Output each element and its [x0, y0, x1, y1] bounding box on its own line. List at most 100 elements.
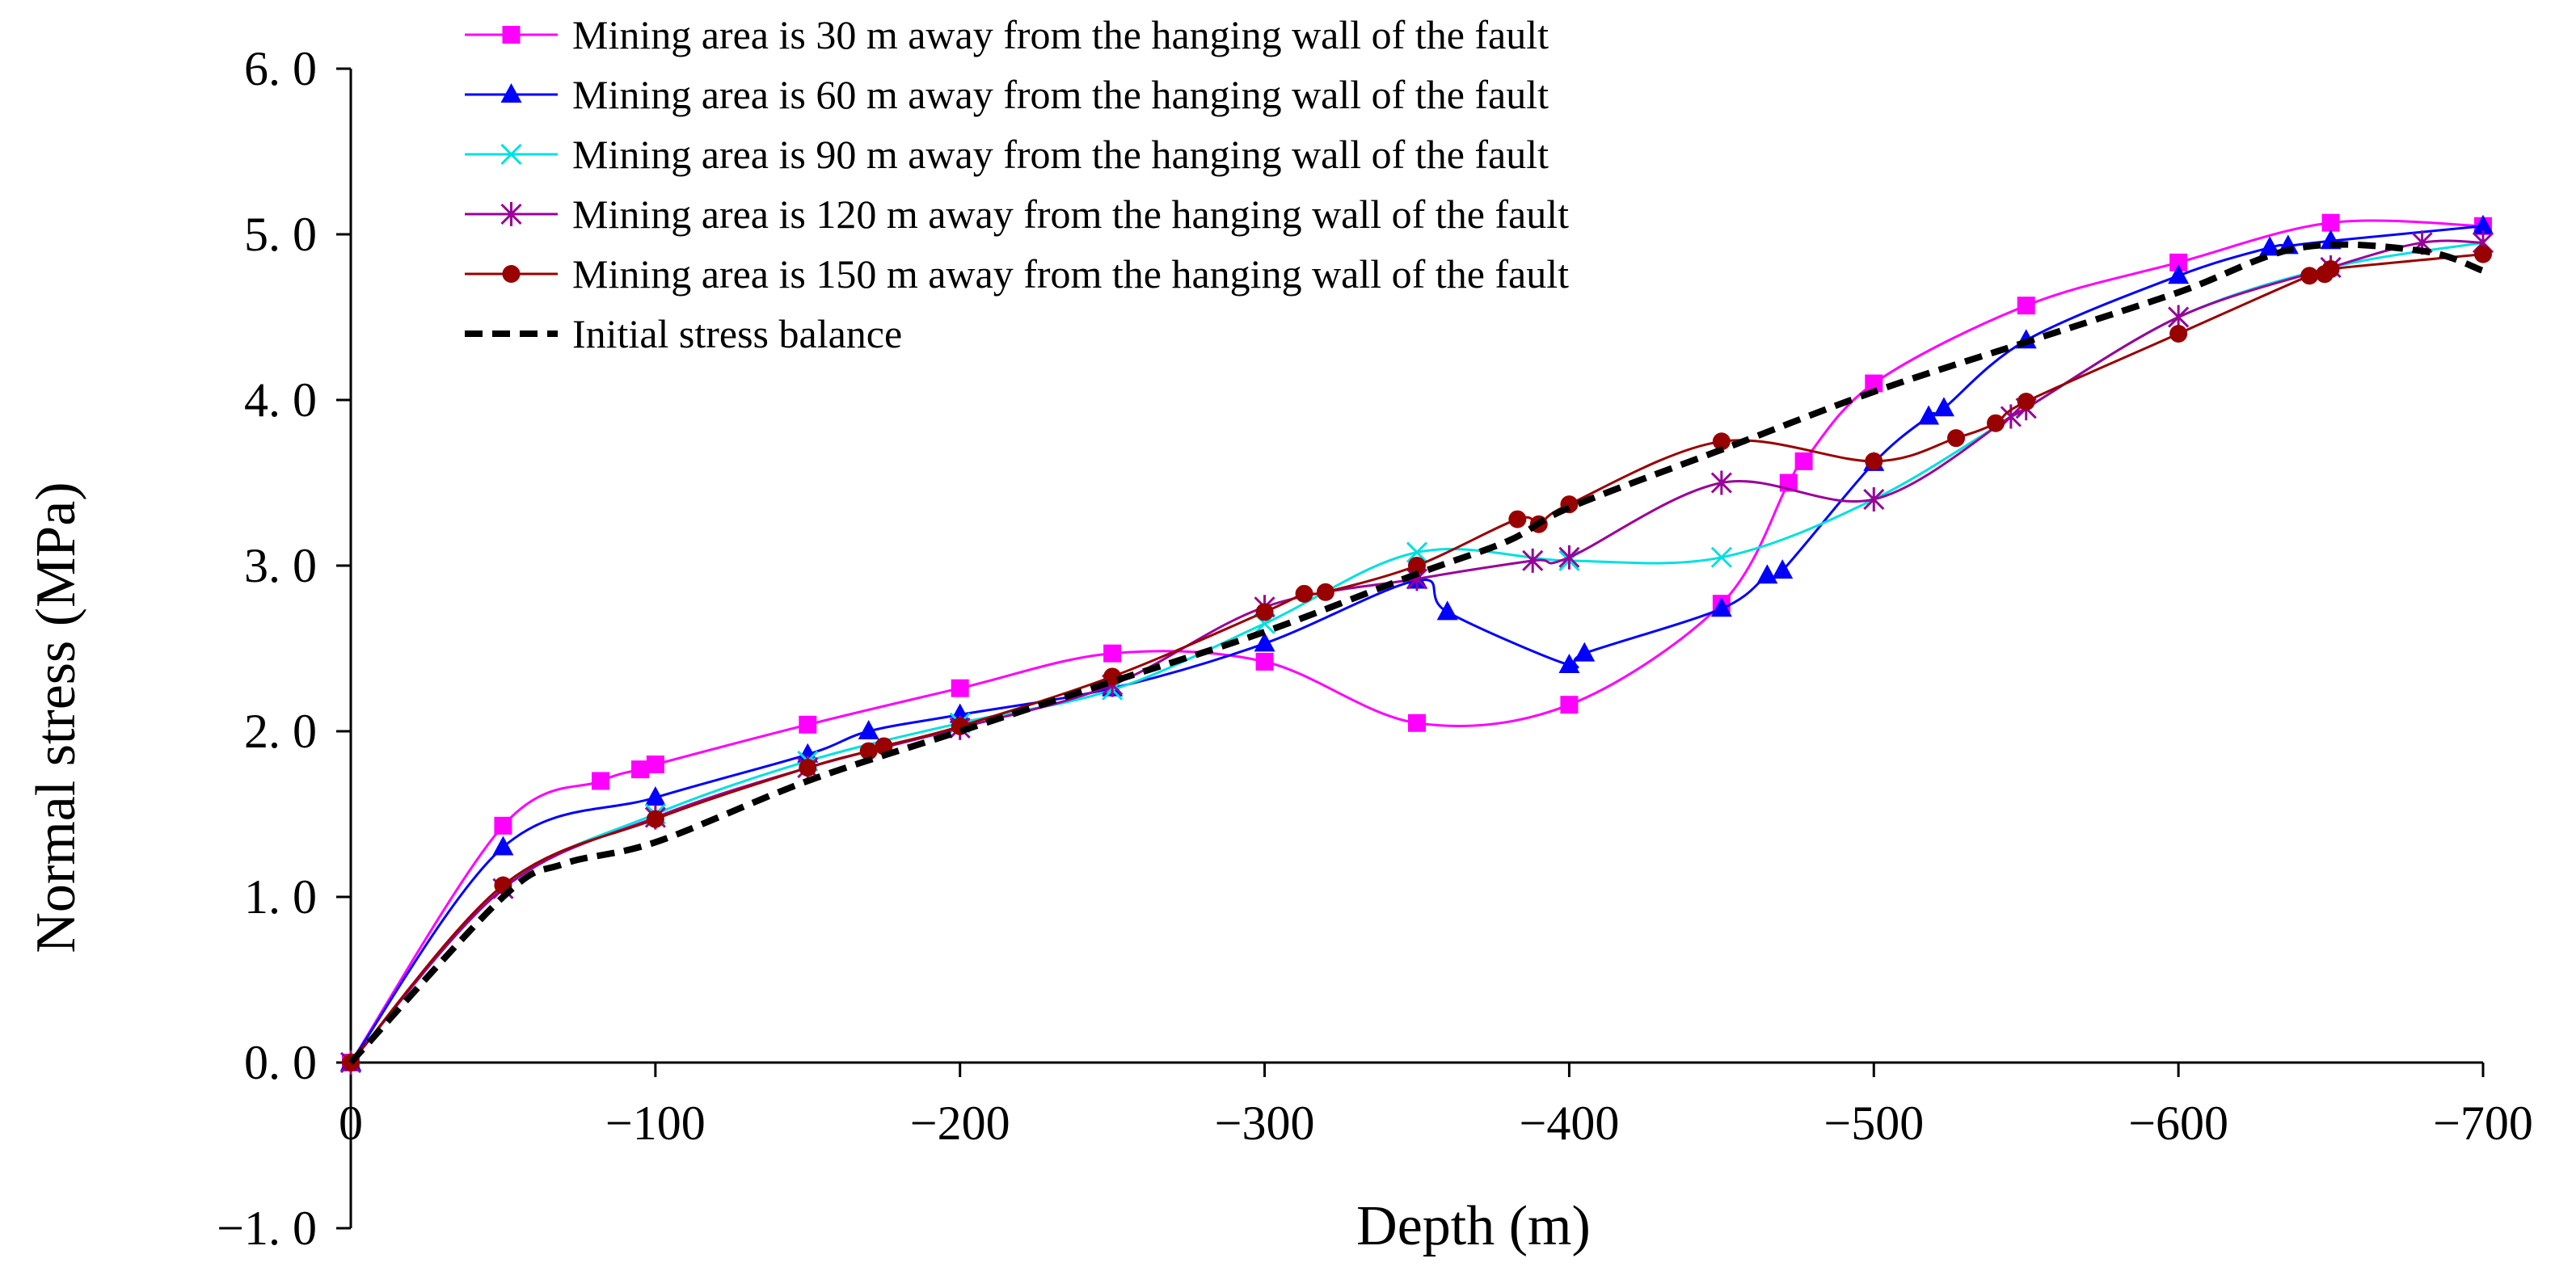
- series-2: [340, 214, 2494, 1071]
- data-point: [2473, 214, 2494, 234]
- data-point: [2017, 297, 2035, 315]
- data-point: [2169, 325, 2188, 343]
- legend-label: Initial stress balance: [572, 311, 902, 356]
- series-line: [349, 253, 2484, 1063]
- data-point: [1756, 564, 1778, 584]
- data-point: [1933, 397, 1954, 417]
- y-tick-label: 1. 0: [244, 870, 317, 924]
- data-point: [1710, 470, 1732, 495]
- data-point: [799, 759, 817, 777]
- data-point: [1865, 374, 1883, 393]
- legend-item: Mining area is 150 m away from the hangi…: [465, 251, 1569, 297]
- data-point: [1406, 541, 1428, 563]
- data-point: [494, 816, 512, 835]
- series-4: [339, 230, 2494, 1075]
- y-tick-label: 6. 0: [244, 42, 317, 95]
- data-point: [2259, 236, 2281, 256]
- y-axis-title: Normal stress (MPa): [25, 482, 87, 953]
- data-point: [2321, 260, 2340, 279]
- legend-item: Mining area is 90 m away from the hangin…: [465, 132, 1549, 177]
- series-line: [349, 241, 2484, 1063]
- data-point: [1987, 414, 2005, 432]
- x-tick-label: −700: [2433, 1096, 2533, 1150]
- x-tick-label: 0: [339, 1096, 363, 1150]
- data-point: [2300, 267, 2319, 285]
- series-1: [342, 213, 2492, 1071]
- x-axis-title: Depth (m): [1356, 1195, 1591, 1257]
- legend-label: Mining area is 90 m away from the hangin…: [572, 132, 1549, 177]
- series-3: [339, 232, 2494, 1074]
- x-tick-label: −500: [1823, 1096, 1924, 1150]
- data-point: [492, 836, 514, 856]
- data-point: [2168, 264, 2190, 284]
- x-tick-label: −600: [2128, 1096, 2228, 1150]
- legend-item: Mining area is 30 m away from the hangin…: [465, 12, 1549, 57]
- data-point: [1508, 510, 1527, 528]
- data-point: [1522, 548, 1544, 573]
- data-point: [1103, 644, 1122, 663]
- y-tick-label: −1. 0: [217, 1202, 317, 1255]
- legend: Mining area is 30 m away from the hangin…: [465, 12, 1569, 356]
- series-6: [348, 241, 2485, 1065]
- data-point: [859, 742, 878, 760]
- data-point: [1560, 696, 1579, 714]
- data-point: [646, 810, 664, 828]
- legend-label: Mining area is 120 m away from the hangi…: [572, 192, 1569, 237]
- legend-marker: [500, 143, 522, 166]
- data-point: [951, 679, 969, 697]
- data-point: [1255, 652, 1274, 671]
- data-point: [1558, 545, 1580, 570]
- data-point: [1918, 405, 1940, 425]
- series-5: [342, 245, 2492, 1071]
- data-point: [1863, 487, 1885, 511]
- data-point: [644, 786, 666, 806]
- data-point: [858, 720, 879, 739]
- data-point: [797, 743, 819, 763]
- y-tick-label: 3. 0: [244, 539, 317, 592]
- series-line: [349, 239, 2484, 1063]
- legend-item: Mining area is 60 m away from the hangin…: [465, 72, 1549, 117]
- legend-marker: [502, 265, 521, 283]
- legend-label: Mining area is 150 m away from the hangi…: [572, 251, 1569, 297]
- legend-label: Mining area is 30 m away from the hangin…: [572, 12, 1549, 57]
- data-point: [631, 760, 650, 779]
- legend-item: Mining area is 120 m away from the hangi…: [465, 192, 1569, 237]
- x-tick-label: −300: [1215, 1096, 1315, 1150]
- legend-item: Initial stress balance: [465, 311, 902, 356]
- y-tick-label: 2. 0: [244, 705, 317, 758]
- data-point: [1712, 432, 1731, 451]
- y-tick-label: 4. 0: [244, 373, 317, 427]
- data-point: [592, 772, 610, 790]
- legend-label: Mining area is 60 m away from the hangin…: [572, 72, 1549, 117]
- data-point: [1710, 597, 1732, 617]
- data-point: [1772, 559, 1794, 579]
- data-point: [646, 756, 664, 773]
- data-point: [1408, 713, 1426, 732]
- data-point: [1710, 546, 1732, 568]
- axes: [349, 69, 2483, 1228]
- y-tick-label: 5. 0: [244, 208, 317, 261]
- y-tick-label: 0. 0: [244, 1036, 317, 1089]
- axis-ticks: −1. 0 0. 0 1. 0 2. 0 3. 0 4. 0 5. 0 6. 0 0 −100 −2…: [217, 42, 2533, 1255]
- x-tick-label: −400: [1520, 1096, 1620, 1150]
- data-point: [1103, 667, 1122, 686]
- data-point: [1295, 584, 1313, 603]
- data-point: [1947, 429, 1966, 448]
- data-point: [1558, 654, 1580, 673]
- data-point: [1865, 452, 1883, 470]
- data-point: [1794, 452, 1813, 470]
- data-point: [1436, 600, 1458, 621]
- legend-marker: [500, 83, 522, 103]
- series-layer: [339, 213, 2494, 1075]
- legend-marker: [502, 26, 521, 44]
- data-point: [1255, 603, 1274, 621]
- data-point: [1254, 632, 1275, 652]
- data-point: [799, 715, 817, 734]
- data-point: [2321, 213, 2340, 232]
- data-point: [1408, 557, 1426, 575]
- data-point: [1316, 583, 1334, 601]
- x-tick-label: −100: [605, 1096, 706, 1150]
- data-point: [2017, 393, 2035, 411]
- data-point: [2169, 253, 2188, 271]
